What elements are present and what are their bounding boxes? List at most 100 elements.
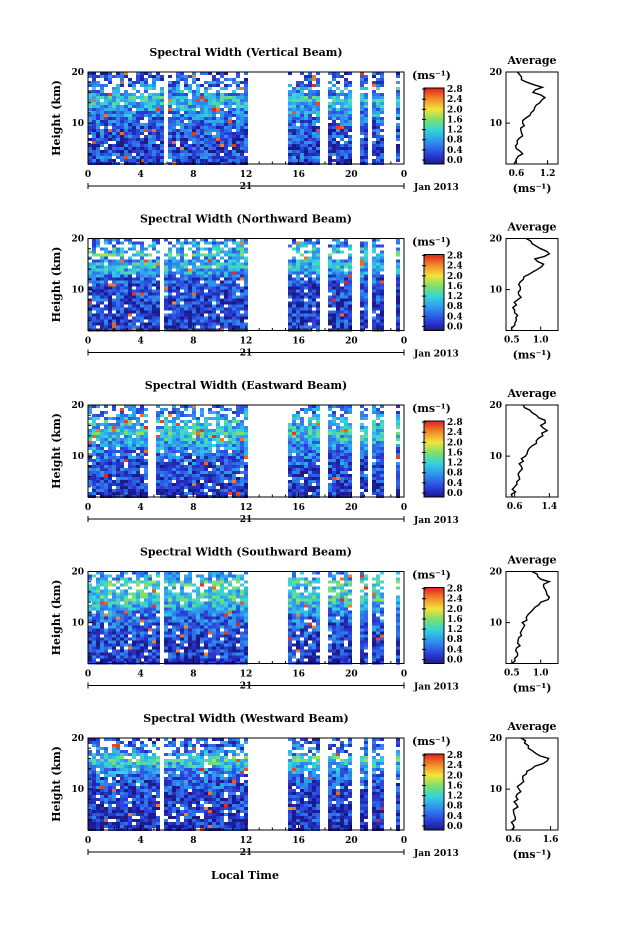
- heatmap-cell: [176, 326, 180, 329]
- heatmap-cell: [200, 135, 204, 138]
- heatmap-cell: [288, 462, 292, 465]
- heatmap-cell: [144, 153, 148, 156]
- heatmap-cell: [292, 132, 296, 135]
- heatmap-cell: [148, 135, 152, 138]
- heatmap-cell: [288, 138, 292, 141]
- heatmap-cell: [188, 132, 192, 135]
- heatmap-cell: [240, 302, 244, 305]
- heatmap-cell: [180, 78, 184, 81]
- heatmap-cell: [132, 456, 136, 459]
- heatmap-cell: [92, 114, 96, 117]
- heatmap-cell: [360, 105, 364, 108]
- heatmap-cell: [228, 435, 232, 438]
- heatmap-cell: [144, 293, 148, 296]
- heatmap-cell: [336, 144, 340, 147]
- heatmap-cell: [96, 117, 100, 120]
- heatmap-cell: [140, 447, 144, 450]
- heatmap-cell: [136, 462, 140, 465]
- heatmap-cell: [216, 459, 220, 462]
- heatmap-cell: [116, 429, 120, 432]
- heatmap-cell: [288, 459, 292, 462]
- heatmap-cell: [372, 456, 376, 459]
- heatmap-cell: [224, 120, 228, 123]
- heatmap-cell: [372, 117, 376, 120]
- day-label: 21: [240, 349, 253, 359]
- average-x-tick-label: 1.2: [540, 169, 556, 179]
- heatmap-cell: [304, 492, 308, 495]
- heatmap-cell: [396, 248, 400, 251]
- heatmap-cell: [396, 254, 400, 257]
- heatmap-cell: [336, 426, 340, 429]
- heatmap-cell: [328, 141, 332, 144]
- heatmap-cell: [180, 426, 184, 429]
- heatmap-cell: [168, 75, 172, 78]
- heatmap-cell: [296, 447, 300, 450]
- heatmap-cell: [364, 153, 368, 156]
- heatmap-cell: [108, 444, 112, 447]
- heatmap-cell: [372, 251, 376, 254]
- heatmap-cell: [188, 263, 192, 266]
- heatmap-cell: [148, 147, 152, 150]
- heatmap-cell: [224, 483, 228, 486]
- heatmap-cell: [376, 411, 380, 414]
- heatmap-cell: [340, 275, 344, 278]
- heatmap-cell: [216, 150, 220, 153]
- heatmap-cell: [152, 299, 156, 302]
- heatmap-cell: [108, 429, 112, 432]
- heatmap-cell: [364, 138, 368, 141]
- heatmap-cell: [108, 114, 112, 117]
- heatmap-cell: [396, 323, 400, 326]
- heatmap-cell: [152, 305, 156, 308]
- heatmap-cell: [220, 99, 224, 102]
- heatmap-cell: [360, 272, 364, 275]
- heatmap-cell: [192, 408, 196, 411]
- heatmap-cell: [236, 96, 240, 99]
- heatmap-cell: [296, 417, 300, 420]
- heatmap-cell: [96, 465, 100, 468]
- heatmap-cell: [308, 141, 312, 144]
- heatmap-cell: [92, 248, 96, 251]
- heatmap-cell: [316, 296, 320, 299]
- heatmap-cell: [88, 144, 92, 147]
- heatmap-cell: [148, 326, 152, 329]
- heatmap-cell: [196, 447, 200, 450]
- heatmap-cell: [312, 284, 316, 287]
- colorbar-tick-label: 2.0: [447, 272, 463, 282]
- heatmap-cell: [376, 99, 380, 102]
- heatmap-cell: [224, 144, 228, 147]
- heatmap-cell: [112, 105, 116, 108]
- heatmap-cell: [220, 111, 224, 114]
- heatmap-cell: [192, 450, 196, 453]
- heatmap-cell: [156, 444, 160, 447]
- heatmap-cell: [164, 287, 168, 290]
- heatmap-cell: [180, 450, 184, 453]
- heatmap-cell: [192, 426, 196, 429]
- heatmap-cell: [372, 269, 376, 272]
- heatmap-cell: [292, 447, 296, 450]
- heatmap-cell: [108, 317, 112, 320]
- heatmap-cell: [92, 90, 96, 93]
- heatmap-cell: [184, 93, 188, 96]
- heatmap-cell: [244, 426, 248, 429]
- heatmap-cell: [232, 126, 236, 129]
- heatmap-cell: [176, 263, 180, 266]
- heatmap-cell: [288, 123, 292, 126]
- heatmap-cell: [300, 141, 304, 144]
- heatmap-cell: [140, 287, 144, 290]
- heatmap-cell: [372, 135, 376, 138]
- heatmap-cell: [188, 483, 192, 486]
- heatmap-cell: [316, 108, 320, 111]
- heatmap-cell: [396, 465, 400, 468]
- heatmap-cell: [364, 459, 368, 462]
- heatmap-cell: [124, 417, 128, 420]
- heatmap-cell: [344, 78, 348, 81]
- heatmap-cell: [108, 138, 112, 141]
- heatmap-cell: [380, 471, 384, 474]
- heatmap-cell: [220, 272, 224, 275]
- heatmap-cell: [124, 126, 128, 129]
- heatmap-cell: [224, 126, 228, 129]
- heatmap-cell: [344, 105, 348, 108]
- heatmap-cell: [316, 281, 320, 284]
- heatmap-cell: [224, 489, 228, 492]
- heatmap-cell: [332, 147, 336, 150]
